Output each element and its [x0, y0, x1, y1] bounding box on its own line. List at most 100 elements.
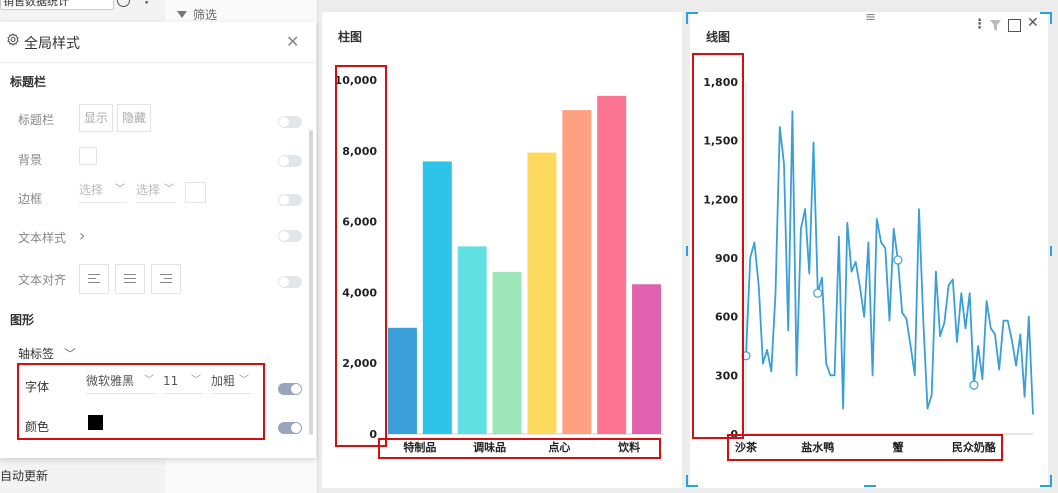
resize-handle[interactable] — [686, 12, 688, 24]
line-chart-card[interactable]: 线图 ≡ ⋮ ✕ 1,800 1,500 1,200 900 600 300 0 沙茶 盐水鸭蟹… — [690, 10, 1048, 488]
border-toggle[interactable] — [278, 194, 302, 206]
border-style-select[interactable]: 选择 ﹀ — [79, 180, 127, 203]
chevron-down-icon: ﹀ — [144, 375, 154, 386]
font-family-value: 微软雅黑 — [86, 374, 135, 388]
font-weight-value: 加粗 — [211, 374, 236, 388]
data-point-marker[interactable] — [893, 255, 903, 265]
bar-chart-svg: 10,000 8,000 6,000 4,000 2,000 0 特制品 调味品 点心 饮料 — [335, 74, 664, 454]
highlight-box-font-color — [17, 363, 265, 440]
bar[interactable] — [597, 95, 627, 435]
font-size-select[interactable]: 11 ﹀ — [163, 371, 203, 394]
maximize-icon[interactable] — [1008, 19, 1021, 32]
y-tick-label: 0 — [369, 428, 377, 441]
background-label: 背景 — [18, 153, 43, 167]
data-point-marker[interactable] — [969, 380, 979, 390]
text-style-toggle[interactable] — [278, 230, 302, 242]
collapse-triangle-icon — [177, 11, 187, 18]
y-tick-label: 10,000 — [335, 74, 378, 87]
bar[interactable] — [387, 327, 417, 434]
dataset-select[interactable]: 销售数据统计 — [0, 0, 114, 10]
y-tick-label: 6,000 — [342, 216, 377, 229]
border-label: 边框 — [18, 192, 43, 206]
highlight-box-x-axis — [378, 438, 661, 459]
border-width-select[interactable]: 选择 ﹀ — [136, 180, 176, 203]
text-align-label: 文本对齐 — [18, 273, 67, 287]
resize-handle[interactable] — [686, 485, 698, 487]
x-tick-label: 饮料 — [617, 440, 640, 454]
panel-header: 全局样式 ✕ — [0, 22, 316, 63]
font-weight-select[interactable]: 加粗 ﹀ — [211, 371, 251, 394]
color-toggle[interactable] — [278, 422, 302, 434]
close-icon[interactable]: ✕ — [1027, 15, 1039, 31]
drag-handle-icon[interactable]: ≡ — [865, 10, 876, 25]
resize-handle[interactable] — [686, 246, 688, 256]
bar-chart-card[interactable]: 柱图 10,000 8,000 6,000 4,000 2,000 0 特制品 调味品 点心 饮料 — [322, 12, 682, 488]
x-tick-label: 蟹 — [891, 440, 903, 454]
resize-handle[interactable] — [1040, 485, 1052, 487]
bar[interactable] — [492, 271, 522, 434]
x-tick-label: 特制品 — [403, 440, 436, 454]
auto-update-label[interactable]: 自动更新 — [0, 469, 49, 483]
bar[interactable] — [422, 161, 452, 435]
y-tick-label: 600 — [715, 311, 738, 324]
y-tick-label: 2,000 — [342, 357, 377, 370]
background-toggle[interactable] — [278, 155, 302, 167]
hide-title-button[interactable]: 隐藏 — [117, 104, 151, 132]
font-color-swatch[interactable] — [88, 415, 103, 430]
panel-title: 全局样式 — [24, 36, 80, 52]
bar[interactable] — [562, 110, 592, 434]
highlight-box-y-axis — [692, 53, 744, 439]
resize-handle[interactable] — [686, 475, 688, 487]
resize-handle[interactable] — [1050, 475, 1052, 487]
filter-section[interactable]: 筛选 — [177, 6, 217, 23]
section-graphics: 图形 — [10, 313, 35, 327]
border-color-swatch[interactable] — [185, 182, 206, 203]
axis-label-collapse[interactable]: 轴标签 ﹀ — [18, 345, 76, 362]
chevron-down-icon: ﹀ — [239, 375, 249, 386]
resize-handle[interactable] — [1050, 246, 1052, 256]
text-align-toggle[interactable] — [278, 276, 302, 288]
bar[interactable] — [527, 152, 557, 434]
bar[interactable] — [457, 246, 487, 434]
y-tick-label: 1,500 — [703, 135, 738, 148]
global-style-panel: 全局样式 ✕ 标题栏 标题栏 显示 隐藏 背景 边框 选择 ﹀ 选择 ﹀ 文本样式 … — [0, 22, 316, 458]
x-tick-label: 调味品 — [473, 440, 506, 454]
show-title-button[interactable]: 显示 — [79, 104, 113, 132]
font-label: 字体 — [25, 380, 50, 394]
title-bar-toggle[interactable] — [278, 116, 302, 128]
line-chart-title: 线图 — [706, 30, 731, 44]
filter-icon[interactable] — [990, 20, 1001, 31]
y-tick-label: 1,200 — [703, 193, 738, 206]
y-tick-label: 300 — [715, 369, 738, 382]
x-tick-label: 沙茶 — [735, 440, 758, 454]
font-family-select[interactable]: 微软雅黑 ﹀ — [86, 371, 156, 394]
chevron-down-icon: ﹀ — [191, 375, 201, 386]
chevron-right-icon[interactable]: › — [79, 226, 86, 245]
data-point-marker[interactable] — [813, 288, 823, 298]
align-left-icon[interactable] — [79, 264, 109, 294]
x-tick-label: 点心 — [548, 440, 570, 454]
font-toggle[interactable] — [278, 383, 302, 395]
bar[interactable] — [632, 284, 662, 434]
resize-handle[interactable] — [1050, 12, 1052, 24]
close-icon[interactable]: ✕ — [286, 32, 300, 51]
line-series[interactable] — [745, 110, 1034, 415]
title-bar-label: 标题栏 — [18, 113, 55, 127]
text-style-label: 文本样式 — [18, 231, 67, 245]
background-color-swatch[interactable] — [79, 147, 97, 165]
highlight-box-y-axis — [335, 65, 387, 447]
resize-handle[interactable] — [1040, 12, 1052, 14]
font-size-value: 11 — [163, 374, 179, 388]
bar-chart-title: 柱图 — [338, 30, 363, 44]
align-center-icon[interactable] — [115, 264, 145, 294]
align-right-icon[interactable] — [151, 264, 181, 294]
y-tick-label: 900 — [715, 252, 738, 265]
more-vert-icon[interactable]: ⋮ — [973, 17, 986, 32]
resize-handle[interactable] — [686, 12, 698, 14]
more-vert-icon[interactable]: ⋮ — [140, 0, 153, 7]
resize-handle[interactable] — [864, 485, 876, 487]
panel-scrollbar[interactable] — [309, 130, 313, 435]
filter-label: 筛选 — [193, 8, 218, 22]
highlight-box-x-axis — [727, 434, 1003, 461]
y-tick-label: 1,800 — [703, 76, 738, 89]
